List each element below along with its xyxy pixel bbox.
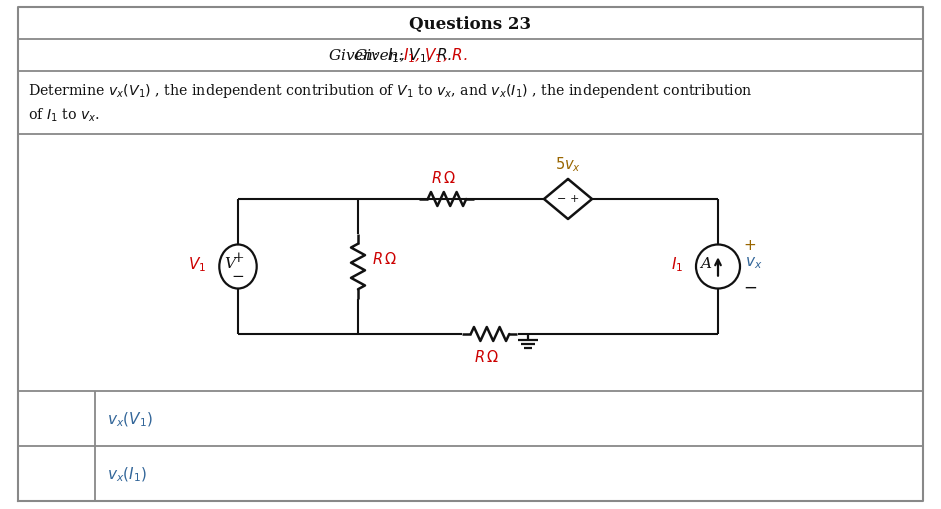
Text: −: − (557, 193, 566, 204)
Text: −: − (231, 269, 245, 283)
Text: +: + (743, 238, 757, 252)
Text: $R\,\Omega$: $R\,\Omega$ (432, 169, 456, 186)
Text: −: − (743, 278, 757, 296)
Text: A: A (700, 257, 711, 271)
Text: Determine $v_x(V_1)$ , the independent contribution of $V_1$ to $v_x$, and $v_x(: Determine $v_x(V_1)$ , the independent c… (28, 81, 753, 99)
Text: V: V (224, 257, 235, 271)
Circle shape (696, 245, 740, 289)
Text: $v_x$: $v_x$ (745, 255, 762, 271)
Text: $R\,\Omega$: $R\,\Omega$ (474, 348, 500, 364)
Text: $v_x(I_1)$: $v_x(I_1)$ (107, 464, 147, 483)
Ellipse shape (219, 245, 257, 289)
Text: +: + (569, 193, 579, 204)
Text: Given:  $I_1$, $V_1$, $R$.: Given: $I_1$, $V_1$, $R$. (327, 46, 452, 65)
Text: $5v_x$: $5v_x$ (555, 155, 581, 174)
Text: Questions 23: Questions 23 (409, 15, 531, 33)
Text: $R\,\Omega$: $R\,\Omega$ (372, 251, 397, 267)
Text: $I_1$, $V_1$, $R$.: $I_1$, $V_1$, $R$. (403, 46, 468, 65)
Text: $I_1$: $I_1$ (671, 254, 683, 273)
Text: of $I_1$ to $v_x$.: of $I_1$ to $v_x$. (28, 106, 100, 124)
Text: $v_x(V_1)$: $v_x(V_1)$ (107, 410, 153, 428)
Text: Given:: Given: (355, 49, 405, 63)
Text: +: + (232, 251, 244, 265)
Text: $V_1$: $V_1$ (188, 254, 206, 273)
